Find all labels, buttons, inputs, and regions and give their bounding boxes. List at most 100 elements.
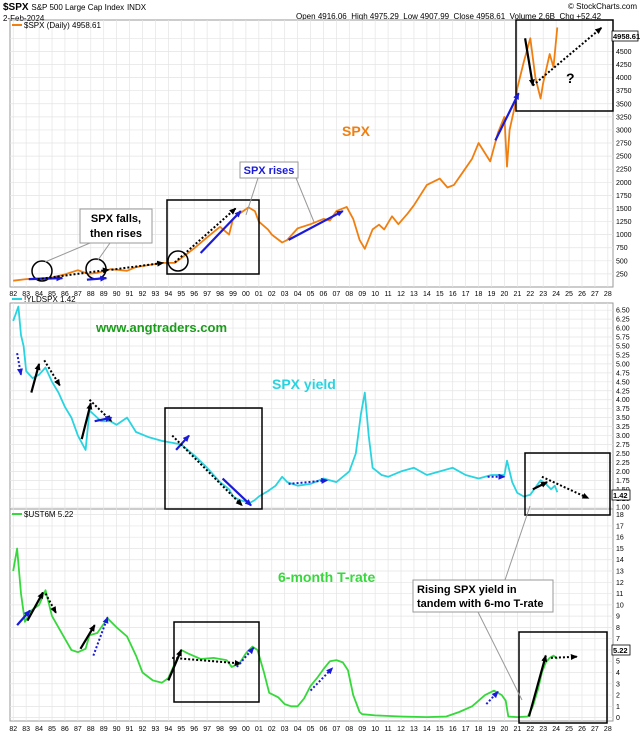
trate-x-tick-label: 97 <box>203 726 211 733</box>
trate-x-tick-label: 94 <box>164 726 172 733</box>
spx-x-tick-label: 18 <box>475 291 483 298</box>
spx-annotation-arrow <box>28 275 64 282</box>
yield-series-line <box>12 305 559 505</box>
trate-x-tick-label: 85 <box>48 726 56 733</box>
yield-last-value: 1.42 <box>613 491 628 500</box>
open-label: Open <box>296 12 316 21</box>
spx-x-tick-label: 22 <box>526 291 534 298</box>
trate-x-tick-label: 10 <box>371 726 379 733</box>
yield-y-tick-label: 2.50 <box>616 451 630 458</box>
spx-x-tick-label: 99 <box>229 291 237 298</box>
spx-x-tick-label: 01 <box>255 291 263 298</box>
header-ohlc: Open 4916.06 High 4975.29 Low 4907.99 Cl… <box>296 12 601 21</box>
box-1994-trate <box>173 621 260 703</box>
box-2022-yield <box>524 452 611 516</box>
trate-y-tick-label: 8 <box>616 625 620 632</box>
header-symbol-line: $SPX S&P 500 Large Cap Index INDX <box>3 2 146 13</box>
trate-annotation-arrow <box>92 616 109 656</box>
yield-y-tick-label: 6.00 <box>616 326 630 333</box>
trate-x-tick-label: 21 <box>513 726 521 733</box>
trate-x-tick-label: 83 <box>22 726 30 733</box>
spx-annotation-arrow <box>494 92 520 141</box>
yield-y-tick-label: 4.50 <box>616 379 630 386</box>
yield-title: SPX yield <box>272 376 336 392</box>
trate-x-tick-label: 24 <box>552 726 560 733</box>
yield-annotation-arrow <box>80 402 93 440</box>
trate-y-tick-label: 3 <box>616 681 620 688</box>
spx-x-tick-label: 90 <box>113 291 121 298</box>
callout-rising-yield-line2: tandem with 6-mo T-rate <box>417 598 544 610</box>
brand-logo: © StockCharts.com <box>568 2 638 11</box>
spx-x-tick-label: 23 <box>539 291 547 298</box>
spx-y-tick-label: 1250 <box>616 219 632 226</box>
close-label: Close <box>453 12 474 21</box>
spx-x-tick-label: 12 <box>397 291 405 298</box>
yield-annotation-arrow <box>30 362 41 393</box>
trate-x-tick-label: 82 <box>9 726 17 733</box>
yield-annotation-arrow <box>43 359 61 387</box>
trate-x-tick-label: 90 <box>113 726 121 733</box>
spx-y-tick-label: 3750 <box>616 88 632 95</box>
spx-x-tick-label: 13 <box>410 291 418 298</box>
spx-annotation-arrow <box>111 260 165 271</box>
spx-last-label: 4958.61 <box>611 30 640 42</box>
trate-last-label: 5.22 <box>611 644 631 656</box>
yield-y-tick-label: 4.00 <box>616 397 630 404</box>
trate-x-tick-label: 26 <box>578 726 586 733</box>
box-2022-trate <box>518 631 608 724</box>
trate-x-tick-label: 00 <box>242 726 250 733</box>
spx-x-tick-label: 93 <box>152 291 160 298</box>
trate-y-tick-label: 17 <box>616 523 624 530</box>
yield-annotation-arrow <box>171 434 243 507</box>
trate-x-tick-label: 11 <box>384 726 391 733</box>
trate-y-tick-label: 7 <box>616 636 620 643</box>
trate-x-tick-label: 18 <box>475 726 483 733</box>
trate-x-tick-label: 84 <box>35 726 43 733</box>
spx-x-tick-label: 91 <box>126 291 134 298</box>
trate-y-tick-label: 16 <box>616 535 624 542</box>
trate-annotation-arrow <box>167 649 183 681</box>
spx-x-tick-label: 15 <box>436 291 444 298</box>
yield-y-tick-label: 2.00 <box>616 469 630 476</box>
box-1994-spx <box>166 199 260 275</box>
trate-y-tick-label: 9 <box>616 614 620 621</box>
trate-annotation-arrow <box>26 591 44 622</box>
trate-last-value: 5.22 <box>613 646 628 655</box>
callout-spx-falls: SPX falls, then rises <box>44 208 153 263</box>
spx-x-tick-label: 20 <box>501 291 509 298</box>
volume-label: Volume <box>509 12 537 21</box>
spx-x-tick-label: 08 <box>345 291 353 298</box>
trate-annotation-arrow <box>485 690 499 705</box>
trate-y-tick-label: 10 <box>616 602 624 609</box>
spx-y-tick-label: 4500 <box>616 49 632 56</box>
trate-x-tick-label: 13 <box>410 726 418 733</box>
website-watermark: www.angtraders.com <box>95 320 227 335</box>
spx-y-tick-label: 4250 <box>616 62 632 69</box>
yield-y-tick-label: 5.00 <box>616 361 630 368</box>
spx-y-tick-label: 1500 <box>616 206 632 213</box>
spx-x-tick-label: 06 <box>320 291 328 298</box>
trate-y-tick-label: 0 <box>616 715 620 722</box>
yield-annotation-arrow <box>288 477 329 485</box>
spx-y-tick-label: 1750 <box>616 193 632 200</box>
spx-last-value: 4958.61 <box>613 32 640 41</box>
trate-annotation-arrow <box>79 624 96 650</box>
yield-y-tick-label: 6.50 <box>616 308 630 315</box>
trate-y-tick-label: 1 <box>616 704 620 711</box>
trate-x-tick-label: 14 <box>423 726 431 733</box>
trate-y-tick-label: 5 <box>616 659 620 666</box>
trate-x-tick-label: 27 <box>591 726 599 733</box>
open-value: 4916.06 <box>317 12 347 21</box>
trate-x-tick-label: 95 <box>177 726 185 733</box>
trate-annotation-arrow <box>527 654 548 717</box>
trate-x-tick-label: 01 <box>255 726 263 733</box>
spx-panel-frame <box>9 19 614 288</box>
trate-x-tick-label: 05 <box>307 726 315 733</box>
spx-x-tick-label: 83 <box>22 291 30 298</box>
box-2022-spx <box>515 19 614 112</box>
spx-y-tick-label: 4000 <box>616 75 632 82</box>
high-label: High <box>351 12 368 21</box>
spx-x-tick-label: 04 <box>294 291 302 298</box>
yield-y-tick-label: 2.75 <box>616 442 630 449</box>
yield-legend: !YLDSPX 1.42 <box>12 295 76 304</box>
